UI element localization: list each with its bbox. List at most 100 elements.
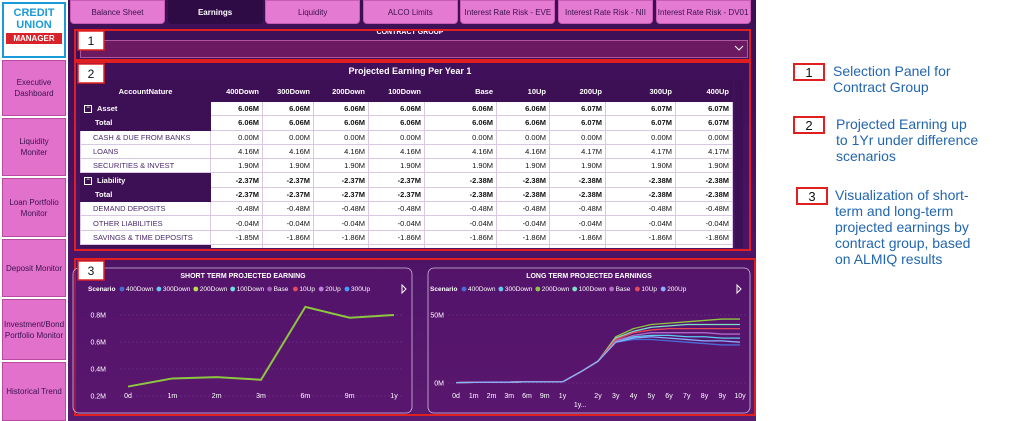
callout-box: [77, 30, 105, 51]
row-label: SECURITIES & INVEST: [80, 158, 211, 174]
table-cell: 1.90M: [262, 158, 314, 174]
nav-item[interactable]: Executive Dashboard: [2, 60, 66, 116]
note-text: term and long-term: [835, 203, 954, 219]
table-cell: -2.38M: [549, 186, 606, 203]
column-header: 400Down: [210, 80, 263, 102]
callout-box: 3: [796, 187, 828, 205]
y-tick-label: 0.4M: [90, 367, 106, 374]
table-cell: -0.04M: [496, 215, 550, 231]
tab[interactable]: Interest Rate Risk - DV01: [655, 0, 751, 24]
row-label-text: Liability: [97, 175, 126, 185]
row-label-text: DEMAND DEPOSITS: [93, 204, 166, 214]
x-tick-label: 0d: [124, 393, 132, 400]
column-header: 200Up: [549, 80, 606, 102]
table-cell: 6.07M: [605, 115, 676, 131]
legend-label: 300Down: [505, 286, 533, 293]
legend-swatch: [193, 286, 199, 292]
table-row: Total3.69M3.69M3.69M3.69M3.69M3.69M3.69M…: [80, 243, 733, 248]
chart-panel: [72, 267, 413, 414]
tab[interactable]: Balance Sheet: [70, 0, 165, 24]
table-cell: 6.06M: [210, 115, 263, 131]
table-cell: -2.38M: [496, 186, 550, 203]
table-cell: -1.86M: [313, 229, 369, 245]
nav-item[interactable]: Loan Portfolio Monitor: [2, 178, 66, 237]
legend-label: 300Down: [163, 286, 191, 293]
table-wrap: AccountNature 400Down 300Down 200Down 100Dow…: [80, 80, 734, 248]
nav-item[interactable]: Historical Trend: [2, 362, 66, 421]
callout-box: [77, 260, 105, 281]
nav-item[interactable]: Deposit Monitor: [2, 239, 66, 297]
header-row: AccountNature 400Down 300Down 200Down 100Dow…: [80, 80, 733, 102]
table-row: LOANS 4.16M 4.16M 4.16M 4.16M 4.16M 4.16M 4.17M…: [80, 143, 733, 160]
table-cell: 6.07M: [605, 100, 676, 117]
legend-label: 100Down: [579, 286, 607, 293]
table-cell: -1.86M: [424, 229, 497, 245]
row-label-text: Total: [95, 189, 113, 199]
table-cell: -1.86M: [605, 229, 676, 245]
table-cell: -2.38M: [496, 172, 550, 188]
row-label-text: Asset: [97, 104, 118, 114]
nav-item[interactable]: Liquidity Moniter: [2, 118, 66, 176]
tab[interactable]: Interest Rate Risk - EVE: [460, 0, 556, 24]
table-cell: -2.38M: [549, 172, 606, 188]
filter-label: CONTRACT GROUP: [376, 29, 444, 36]
x-tick-label: 1y: [559, 393, 567, 400]
table-cell: -2.38M: [675, 172, 733, 188]
legend-label: Base: [274, 286, 289, 293]
table-cell: -2.38M: [605, 172, 676, 188]
legend-swatch: [572, 286, 578, 292]
highlight-box: [74, 61, 751, 251]
table-cell: -2.38M: [675, 186, 733, 203]
table-cell: -1.86M: [675, 229, 733, 245]
table-cell: -0.48M: [368, 201, 425, 217]
table-cell: -0.48M: [675, 201, 733, 217]
table-cell: 6.07M: [675, 115, 733, 131]
callout-number: 1: [88, 34, 95, 48]
x-tick-label: 6m: [300, 393, 310, 400]
row-label-text: Total: [95, 118, 113, 128]
legend-swatch: [318, 286, 324, 292]
table-cell: -1.86M: [262, 229, 314, 245]
legend-label: Base: [616, 286, 631, 293]
row-label-text: OTHER LIABILITIES: [93, 218, 163, 228]
table-cell: -2.38M: [424, 172, 497, 188]
column-header: Base: [424, 80, 497, 102]
table-cell: 4.16M: [262, 143, 314, 160]
table-cell: 0.00M: [368, 129, 425, 145]
tab[interactable]: ALCO Limits: [362, 0, 458, 24]
table-cell: 0.00M: [605, 129, 676, 145]
row-label-text: Total: [95, 247, 112, 248]
legend-swatch: [609, 286, 614, 292]
table-cell: -0.04M: [368, 215, 425, 231]
note-text: to 1Yr under difference: [836, 132, 979, 148]
table-row: CASH & DUE FROM BANKS 0.00M 0.00M 0.00M 0.00…: [80, 129, 733, 145]
row-label-text: SAVINGS & TIME DEPOSITS: [93, 232, 193, 242]
legend-title: Scenario: [430, 286, 457, 293]
table-cell: 0.00M: [210, 129, 263, 145]
table-cell: 4.16M: [368, 143, 425, 160]
x-tick-label: 6y: [665, 393, 673, 400]
table-cell: -1.86M: [368, 229, 425, 245]
table-cell: 1.90M: [549, 158, 606, 174]
tab[interactable]: Earnings: [167, 0, 263, 24]
callout-box: 1: [793, 63, 825, 81]
logo-text: UNION: [16, 19, 52, 31]
table-cell: 0.00M: [262, 129, 314, 145]
tab[interactable]: Liquidity: [265, 0, 361, 24]
nav-item[interactable]: Investment/Bond Portfolio Monitor: [2, 299, 66, 360]
callout-box: 2: [793, 116, 825, 134]
table-cell: 1.90M: [424, 158, 497, 174]
chart-title: SHORT TERM PROJECTED EARNING: [180, 273, 306, 280]
note-text: projected earnings by: [835, 219, 969, 235]
table-title: Projected Earning Per Year 1: [348, 66, 472, 76]
legend-swatch: [156, 286, 162, 292]
x-tick-label: 9m: [540, 393, 550, 400]
tab[interactable]: Interest Rate Risk - NII: [558, 0, 653, 24]
row-label: OTHER LIABILITIES: [80, 215, 211, 231]
table-cell: 0.00M: [675, 129, 733, 145]
y-tick-label: 50M: [430, 313, 444, 320]
x-tick-label: 4y: [630, 393, 638, 400]
x-tick-label: 5y: [648, 393, 656, 400]
